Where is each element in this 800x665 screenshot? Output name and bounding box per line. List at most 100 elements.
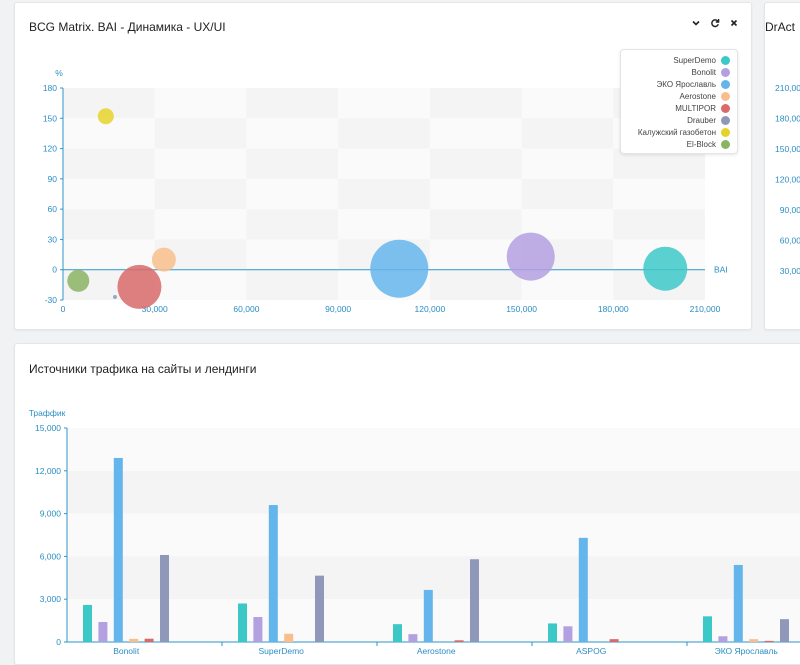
x-tick-label: 210,000 xyxy=(690,304,721,314)
y-tick-label: 120,00 xyxy=(775,175,800,185)
y-tick-label: 150 xyxy=(43,113,57,123)
y-tick-label: 210,00 xyxy=(775,83,800,93)
bar xyxy=(563,626,573,642)
bar xyxy=(718,636,728,642)
legend-label: Aerostone xyxy=(679,91,716,101)
plot-band xyxy=(246,88,339,119)
plot-band xyxy=(246,148,339,179)
plot-band xyxy=(521,118,614,149)
bubble-superdemo xyxy=(643,246,688,291)
chevron-down-icon[interactable] xyxy=(691,18,701,32)
plot-band xyxy=(67,599,800,642)
plot-band xyxy=(429,269,522,300)
legend-swatch xyxy=(721,115,730,125)
plot-band xyxy=(154,178,247,210)
plot-band xyxy=(246,118,339,149)
legend-swatch xyxy=(721,127,730,137)
bar xyxy=(315,575,324,642)
legend-swatch xyxy=(721,91,730,101)
bubble-drauber xyxy=(112,294,117,299)
bar xyxy=(268,505,278,642)
bar xyxy=(83,604,92,642)
bubble-el-block xyxy=(67,269,90,292)
bar-chart: 0 3,000 6,000 9,000 12,000 15,000 Траффик Bonol… xyxy=(29,408,800,656)
legend-item[interactable]: ЭКО Ярославль xyxy=(627,78,730,90)
y-tick-label: 0 xyxy=(52,265,57,275)
x-tick-label: 30,000 xyxy=(142,304,168,314)
plot-band xyxy=(338,148,430,179)
y-tick-label: 6,000 xyxy=(40,551,62,561)
bubble-bonolit xyxy=(506,232,555,281)
legend-label: MULTIPOR xyxy=(675,103,716,113)
traffic-sources-panel: Источники трафика на сайты и лендинги 0 3… xyxy=(14,343,800,665)
bubble-multipor xyxy=(117,264,162,309)
close-icon[interactable] xyxy=(729,18,739,32)
bar xyxy=(733,564,743,642)
y-tick-label: 90 xyxy=(48,174,58,184)
bar xyxy=(764,640,774,642)
y-tick-label: 90,00 xyxy=(780,205,800,215)
plot-band xyxy=(429,209,522,240)
legend-label: ЭКО Ярославль xyxy=(656,79,716,89)
x-tick-label: Aerostone xyxy=(417,646,456,656)
bar xyxy=(253,617,263,642)
plot-band xyxy=(246,209,339,240)
legend-item[interactable]: Drauber xyxy=(627,114,730,126)
y-axis-label: % xyxy=(55,68,63,78)
x-tick-label: 60,000 xyxy=(233,304,259,314)
bar xyxy=(98,622,108,642)
legend-swatch xyxy=(721,79,730,89)
x-tick-label: 180,000 xyxy=(598,304,629,314)
x-tick-label: ЭКО Ярославль xyxy=(715,646,779,656)
legend-swatch xyxy=(721,103,730,113)
bar xyxy=(113,457,123,642)
plot-band xyxy=(67,513,800,557)
plot-band xyxy=(613,209,705,240)
legend-label: SuperDemo xyxy=(673,55,716,65)
legend-label: El-Block xyxy=(686,139,716,149)
plot-band xyxy=(67,556,800,600)
legend-item[interactable]: Bonolit xyxy=(627,66,730,78)
x-tick-label: ASPOG xyxy=(576,646,606,656)
x-tick-label: SuperDemo xyxy=(259,646,305,656)
bubble-aerostone xyxy=(151,247,176,272)
y-tick-label: 180 xyxy=(43,83,57,93)
chart-legend: SuperDemo Bonolit ЭКО Ярославль Aerostone MU… xyxy=(620,49,738,154)
legend-swatch xyxy=(721,67,730,77)
y-tick-label: 9,000 xyxy=(40,509,62,519)
bar xyxy=(144,638,154,642)
plot-band xyxy=(154,269,247,300)
y-tick-label: 120 xyxy=(43,144,57,154)
bar xyxy=(548,623,557,642)
plot-band xyxy=(338,178,430,210)
plot-band xyxy=(429,148,522,179)
panel-controls xyxy=(691,18,739,32)
bcg-matrix-panel: BCG Matrix. BAI - Динамика - UX/UI -30 0 3… xyxy=(14,2,752,330)
legend-item[interactable]: El-Block xyxy=(627,138,730,150)
plot-band xyxy=(429,88,522,119)
legend-item[interactable]: Aerostone xyxy=(627,90,730,102)
bar xyxy=(780,619,789,642)
bar xyxy=(408,634,418,642)
x-axis-label: BAI xyxy=(714,265,728,275)
bar xyxy=(238,603,247,642)
plot-band xyxy=(67,428,800,471)
legend-item[interactable]: SuperDemo xyxy=(627,54,730,66)
panel-title: BCG Matrix. BAI - Динамика - UX/UI xyxy=(29,20,226,34)
plot-band xyxy=(521,178,614,210)
legend-item[interactable]: MULTIPOR xyxy=(627,102,730,114)
y-tick-label: -30 xyxy=(45,295,58,305)
plot-band xyxy=(429,239,522,270)
plot-band xyxy=(154,118,247,149)
legend-item[interactable]: Калужский газобетон xyxy=(627,126,730,138)
y-tick-label: 3,000 xyxy=(40,594,62,604)
bar xyxy=(578,537,588,642)
x-tick-label: 90,000 xyxy=(325,304,351,314)
refresh-icon[interactable] xyxy=(710,18,720,32)
bar xyxy=(129,638,139,642)
y-tick-label: 30,00 xyxy=(780,266,800,276)
x-tick-label: Bonolit xyxy=(113,646,140,656)
bar xyxy=(749,639,759,642)
y-axis-label: Траффик xyxy=(29,408,66,418)
bar xyxy=(454,640,464,642)
